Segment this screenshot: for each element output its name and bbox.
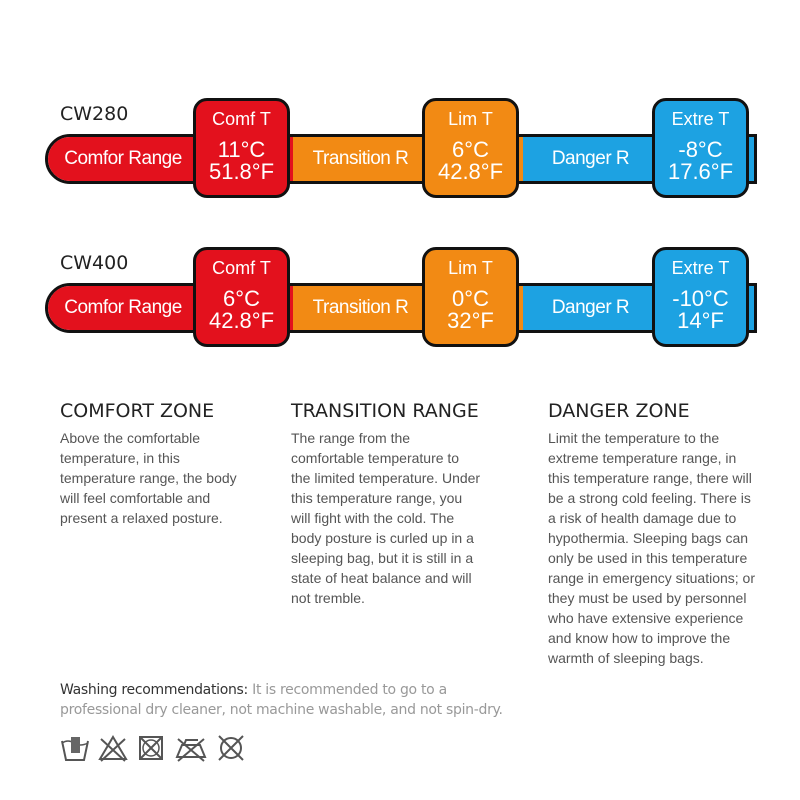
washing-label: Washing recommendations: [60, 682, 248, 698]
washing-text: It is recommended to go to a professiona… [60, 682, 503, 718]
celsius: 11°C [217, 137, 266, 162]
fahrenheit: 42.8°F [437, 159, 504, 184]
care-icons [60, 733, 246, 763]
washing-recommendations: Washing recommendations: It is recommend… [60, 680, 520, 720]
transition-segment: Transition R [293, 137, 428, 181]
fahrenheit: 32°F [447, 308, 494, 333]
box-label: Comf T [212, 258, 271, 278]
danger-segment: Danger R [523, 137, 658, 181]
box-label: Extre T [671, 258, 730, 278]
section-text: Above the comfortable temperature, in th… [60, 430, 237, 526]
transition-range-section: TRANSITION RANGE The range from the comf… [291, 400, 481, 608]
limit-temp-box: Lim T 6°C 42.8°F [422, 98, 519, 198]
extreme-temp-box: Extre T -10°C 14°F [652, 247, 749, 347]
box-label: Lim T [448, 109, 493, 129]
danger-zone-section: DANGER ZONE Limit the temperature to the… [548, 400, 758, 668]
temperature-bar: Comfor Range Transition R Danger R [45, 134, 757, 184]
hand-wash-icon [61, 737, 89, 761]
section-title: TRANSITION RANGE [291, 400, 479, 422]
celsius: 6°C [452, 137, 489, 162]
comfort-temp-box: Comf T 6°C 42.8°F [193, 247, 290, 347]
section-text: The range from the comfortable temperatu… [291, 430, 481, 606]
comfort-zone-section: COMFORT ZONE Above the comfortable tempe… [60, 400, 255, 528]
box-label: Extre T [671, 109, 730, 129]
fahrenheit: 14°F [677, 308, 724, 333]
celsius: -10°C [672, 286, 729, 311]
comfort-range-segment: Comfor Range [48, 286, 198, 330]
model-name: CW280 [60, 103, 129, 125]
extreme-temp-box: Extre T -8°C 17.6°F [652, 98, 749, 198]
temperature-bar: Comfor Range Transition R Danger R [45, 283, 757, 333]
box-label: Comf T [212, 109, 271, 129]
fahrenheit: 42.8°F [208, 308, 275, 333]
do-not-dry-clean-icon [218, 735, 244, 761]
box-label: Lim T [448, 258, 493, 278]
do-not-tumble-dry-icon [139, 736, 163, 760]
section-title: COMFORT ZONE [60, 400, 215, 422]
celsius: 0°C [452, 286, 489, 311]
danger-segment: Danger R [523, 286, 658, 330]
section-title: DANGER ZONE [548, 400, 690, 422]
comfort-temp-box: Comf T 11°C 51.8°F [193, 98, 290, 198]
comfort-range-segment: Comfor Range [48, 137, 198, 181]
fahrenheit: 51.8°F [208, 159, 275, 184]
model-name: CW400 [60, 252, 129, 274]
celsius: -8°C [678, 137, 723, 162]
do-not-bleach-icon [98, 735, 128, 762]
transition-segment: Transition R [293, 286, 428, 330]
fahrenheit: 17.6°F [667, 159, 734, 184]
do-not-iron-icon [175, 738, 207, 762]
limit-temp-box: Lim T 0°C 32°F [422, 247, 519, 347]
celsius: 6°C [223, 286, 260, 311]
section-text: Limit the temperature to the extreme tem… [548, 430, 755, 666]
